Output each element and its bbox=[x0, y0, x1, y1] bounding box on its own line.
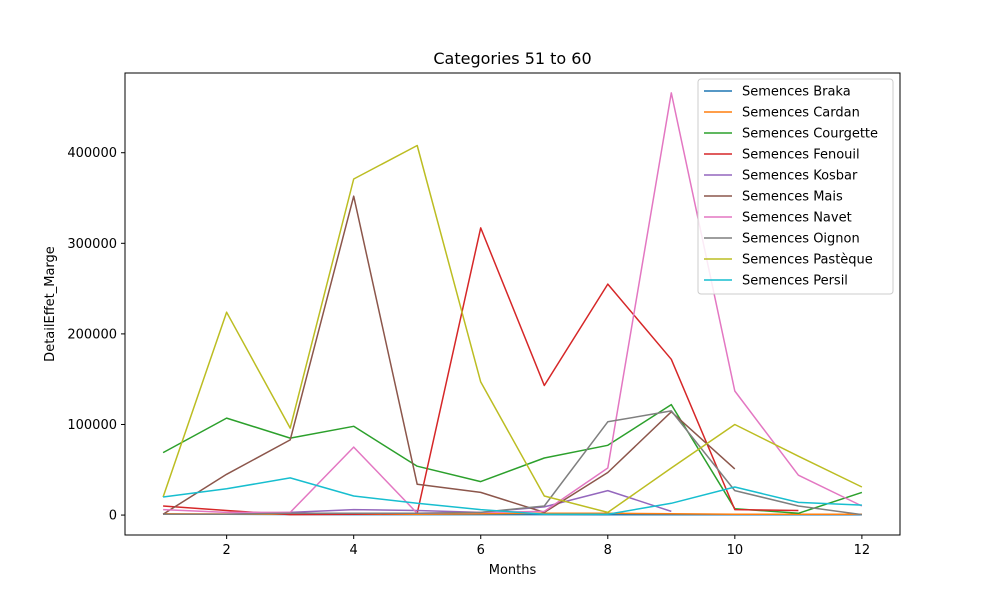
x-tick-label: 12 bbox=[854, 543, 871, 558]
y-tick-label: 200000 bbox=[67, 327, 117, 342]
y-tick-label: 0 bbox=[109, 509, 117, 524]
legend-label: Semences Mais bbox=[742, 190, 843, 205]
chart-title: Categories 51 to 60 bbox=[433, 49, 591, 68]
y-axis-label: DetailEffet_Marge bbox=[43, 246, 58, 362]
legend-label: Semences Braka bbox=[742, 85, 851, 100]
series-lines bbox=[162, 92, 863, 516]
series-line-10 bbox=[163, 477, 862, 515]
series-line-9 bbox=[162, 144, 863, 514]
legend-box bbox=[697, 78, 894, 295]
x-tick-label: 10 bbox=[727, 543, 744, 558]
y-tick-label: 100000 bbox=[67, 418, 117, 433]
x-tick-label: 8 bbox=[604, 543, 612, 558]
x-tick-label: 4 bbox=[350, 543, 358, 558]
x-axis-label: Months bbox=[489, 563, 537, 578]
series-line-8 bbox=[163, 410, 863, 516]
plot-frame bbox=[124, 72, 901, 536]
legend-label: Semences Persil bbox=[742, 274, 848, 289]
legend-label: Semences Courgette bbox=[742, 127, 878, 142]
x-tick-label: 2 bbox=[222, 543, 230, 558]
y-tick-label: 300000 bbox=[67, 237, 117, 252]
y-axis: 0 100000 200000 300000 400000 bbox=[67, 146, 125, 524]
legend-label: Semences Fenouil bbox=[742, 148, 860, 163]
legend: Semences Braka Semences Cardan Semences Co… bbox=[697, 78, 894, 295]
x-tick-label: 6 bbox=[477, 543, 485, 558]
legend-label: Semences Oignon bbox=[742, 232, 860, 247]
x-axis: 2 4 6 8 10 12 bbox=[222, 535, 870, 558]
legend-label: Semences Navet bbox=[742, 211, 852, 226]
legend-label: Semences Kosbar bbox=[742, 169, 858, 184]
legend-label: Semences Pastèque bbox=[742, 253, 873, 268]
series-line-6 bbox=[162, 195, 736, 515]
y-tick-label: 400000 bbox=[67, 146, 117, 161]
legend-label: Semences Cardan bbox=[742, 106, 860, 121]
